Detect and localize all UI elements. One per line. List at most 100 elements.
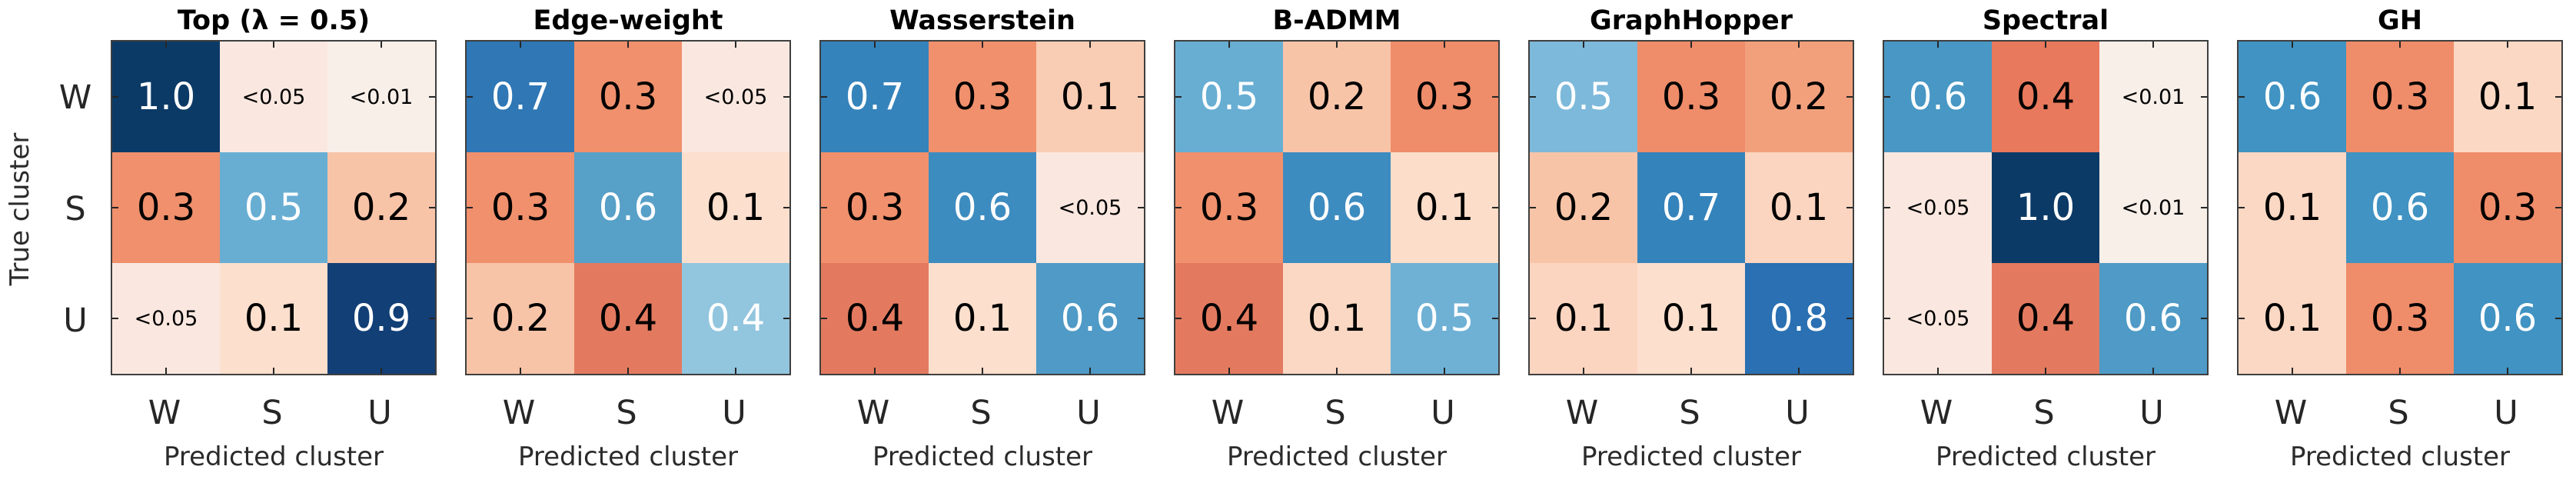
matrix-cell-s-w: 0.2: [1530, 152, 1637, 263]
matrix-cell-u-u: 0.6: [2454, 263, 2561, 374]
matrix-cell-w-w: 1.0: [112, 42, 220, 152]
axis-tick: [874, 42, 876, 48]
axis-tick: [112, 96, 118, 98]
axis-tick: [2555, 96, 2561, 98]
axis-tick: [1336, 368, 1338, 374]
matrix-cell-s-w: 0.3: [821, 152, 929, 263]
panel-title: Wasserstein: [889, 5, 1075, 36]
matrix-cell-w-s: 0.3: [929, 42, 1036, 152]
x-tick-label-u: U: [2139, 394, 2164, 432]
matrix-cell-w-w: 0.5: [1175, 42, 1283, 152]
panel-wasserstein: Wasserstein 0.7 0.3 0.1 0.3 0.6 <0.05 0.4 0.1 0.6…: [819, 5, 1145, 472]
axis-tick: [821, 96, 827, 98]
matrix-cell-u-u: 0.6: [2099, 263, 2207, 374]
axis-tick: [2239, 96, 2245, 98]
axis-tick: [982, 368, 983, 374]
matrix-cell-w-u: 0.1: [1036, 42, 1144, 152]
axis-tick: [783, 317, 789, 319]
matrix-cell-u-s: 0.4: [1992, 263, 2099, 374]
axis-tick: [1797, 368, 1800, 374]
x-axis-label: Predicted cluster: [2289, 441, 2511, 472]
matrix-cell-s-u: 0.1: [1391, 152, 1498, 263]
axis-tick: [734, 368, 736, 374]
matrix-cell-w-w: 0.7: [821, 42, 929, 152]
matrix-cell-w-u: <0.01: [2099, 42, 2207, 152]
axis-tick: [1530, 317, 1536, 319]
matrix-cell-w-s: 0.3: [2346, 42, 2454, 152]
axis-tick: [429, 207, 435, 208]
matrix-cell-u-s: 0.1: [1637, 263, 1745, 374]
matrix-cell-s-w: 0.1: [2239, 152, 2346, 263]
heatmap-top-0-5: 1.0 <0.05 <0.01 0.3 0.5 0.2 <0.05 0.1 0.9: [111, 40, 437, 375]
panel-title: Top (λ = 0.5): [177, 5, 371, 36]
axis-tick: [1492, 96, 1498, 98]
axis-tick: [2152, 42, 2154, 48]
axis-tick: [1583, 368, 1584, 374]
matrix-cell-s-s: 0.6: [929, 152, 1036, 263]
matrix-cell-u-u: 0.6: [1036, 263, 1144, 374]
axis-tick: [2292, 368, 2293, 374]
heatmap-gh: 0.6 0.3 0.1 0.1 0.6 0.3 0.1 0.3 0.6: [2237, 40, 2563, 375]
y-axis: True cluster: [0, 42, 40, 377]
axis-tick: [2201, 96, 2207, 98]
x-tick-label-s: S: [1325, 394, 1346, 432]
matrix-cell-u-s: 0.1: [1283, 263, 1391, 374]
axis-tick: [112, 207, 118, 208]
axis-tick: [734, 42, 736, 48]
heatmap-b-admm: 0.5 0.2 0.3 0.3 0.6 0.1 0.4 0.1 0.5: [1174, 40, 1500, 375]
axis-tick: [1583, 42, 1584, 48]
axis-tick: [1530, 207, 1536, 208]
matrix-cell-w-s: 0.3: [1637, 42, 1745, 152]
matrix-cell-s-s: 0.6: [1283, 152, 1391, 263]
axis-tick: [1443, 368, 1445, 374]
heatmap-spectral: 0.6 0.4 <0.01 <0.05 1.0 <0.01 <0.05 0.4 0.6: [1883, 40, 2209, 375]
matrix-cell-s-w: 0.3: [467, 152, 574, 263]
matrix-cell-w-w: 0.6: [1884, 42, 1992, 152]
matrix-cell-u-u: 0.8: [1745, 263, 1853, 374]
axis-tick: [1228, 42, 1230, 48]
matrix-cell-s-w: 0.3: [112, 152, 220, 263]
axis-tick: [2201, 207, 2207, 208]
matrix-cell-s-u: 0.1: [682, 152, 789, 263]
x-tick-label-w: W: [502, 394, 536, 432]
axis-tick: [380, 42, 382, 48]
axis-tick: [1690, 368, 1692, 374]
y-axis-tick-labels: W S U: [40, 42, 111, 377]
panel-b-admm: B-ADMM 0.5 0.2 0.3 0.3 0.6 0.1 0.4 0.1 0.5 W S U Pred…: [1174, 5, 1500, 472]
axis-tick: [2555, 317, 2561, 319]
x-axis-label: Predicted cluster: [1581, 441, 1802, 472]
axis-tick: [2555, 207, 2561, 208]
axis-tick: [1089, 368, 1091, 374]
matrix-cell-u-u: 0.9: [327, 263, 435, 374]
heatmap-graphhopper: 0.5 0.3 0.2 0.2 0.7 0.1 0.1 0.1 0.8: [1528, 40, 1854, 375]
matrix-cell-s-w: <0.05: [1884, 152, 1992, 263]
axis-tick: [1138, 96, 1144, 98]
matrix-cell-w-s: 0.3: [574, 42, 682, 152]
x-axis-label: Predicted cluster: [163, 441, 384, 472]
matrix-cell-u-w: 0.1: [2239, 263, 2346, 374]
axis-tick: [1846, 207, 1853, 208]
x-tick-label-u: U: [1785, 394, 1810, 432]
axis-tick: [165, 368, 167, 374]
matrix-cell-w-s: 0.4: [1992, 42, 2099, 152]
axis-tick: [1690, 42, 1692, 48]
axis-tick: [1175, 207, 1182, 208]
axis-tick: [2201, 317, 2207, 319]
axis-tick: [273, 368, 274, 374]
matrix-cell-u-w: <0.05: [112, 263, 220, 374]
axis-tick: [1138, 317, 1144, 319]
axis-tick: [429, 317, 435, 319]
x-tick-label-s: S: [970, 394, 992, 432]
matrix-cell-u-s: 0.1: [929, 263, 1036, 374]
axis-tick: [821, 207, 827, 208]
matrix-cell-s-u: 0.1: [1745, 152, 1853, 263]
matrix-cell-s-u: 0.2: [327, 152, 435, 263]
matrix-cell-u-s: 0.3: [2346, 263, 2454, 374]
heatmap-edge-weight: 0.7 0.3 <0.05 0.3 0.6 0.1 0.2 0.4 0.4: [465, 40, 791, 375]
axis-tick: [2045, 368, 2046, 374]
axis-tick: [874, 368, 876, 374]
matrix-cell-u-w: 0.2: [467, 263, 574, 374]
panel-spectral: Spectral 0.6 0.4 <0.01 <0.05 1.0 <0.01 <0.05 0.4…: [1883, 5, 2209, 472]
